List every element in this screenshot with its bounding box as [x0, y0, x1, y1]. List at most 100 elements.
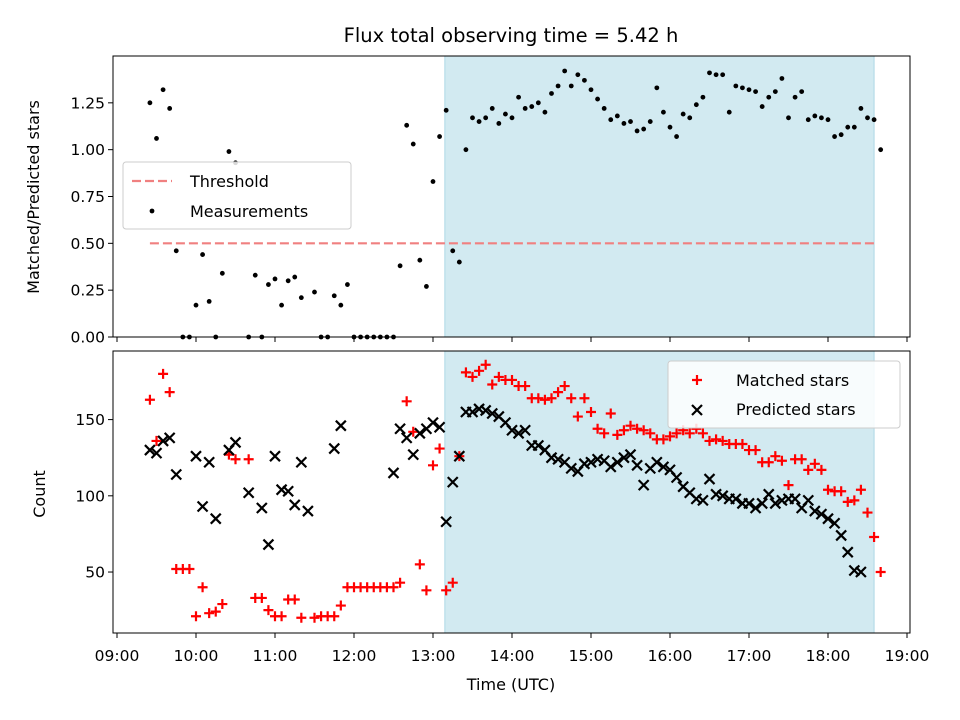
x-tick-label: 19:00: [885, 647, 930, 665]
data-point: [507, 374, 517, 385]
data-point: [470, 115, 475, 121]
data-point: [196, 500, 209, 513]
data-point: [288, 499, 301, 511]
data-point: [819, 115, 824, 121]
data-point: [575, 72, 581, 78]
legend-threshold-label: Threshold: [189, 172, 269, 191]
y-tick-label: 1.00: [70, 141, 105, 159]
data-point: [645, 428, 656, 439]
data-point: [674, 134, 679, 139]
data-point: [796, 454, 807, 465]
data-point: [779, 76, 785, 81]
data-point: [654, 85, 660, 91]
data-point: [546, 393, 557, 404]
data-point: [331, 293, 337, 299]
data-point: [604, 461, 617, 473]
data-point: [612, 429, 623, 440]
data-point: [428, 460, 438, 471]
data-point: [632, 423, 643, 434]
legend: Matched stars Predicted stars: [667, 360, 901, 429]
data-point: [243, 454, 254, 465]
data-point: [687, 115, 693, 121]
data-point: [487, 379, 498, 390]
data-point: [605, 408, 616, 419]
data-point: [269, 450, 281, 462]
data-point: [851, 124, 857, 130]
data-point: [410, 141, 416, 147]
data-point: [210, 606, 221, 617]
data-point: [144, 444, 156, 456]
x-tick-label: 14:00: [490, 647, 535, 665]
data-point: [463, 147, 469, 153]
data-point: [562, 68, 568, 74]
data-point: [400, 432, 413, 444]
data-point: [802, 494, 815, 507]
data-point: [217, 599, 228, 610]
data-point: [263, 605, 274, 616]
data-point: [693, 102, 699, 108]
data-point: [555, 83, 561, 89]
data-point: [450, 248, 456, 254]
data-point: [845, 124, 851, 130]
data-point: [704, 435, 715, 446]
data-point: [203, 456, 215, 469]
data-point: [621, 121, 627, 126]
data-point: [144, 394, 155, 405]
data-point: [661, 109, 666, 115]
data-point: [553, 387, 564, 398]
data-point: [266, 282, 271, 287]
data-point: [256, 592, 267, 603]
data-point: [855, 484, 866, 495]
data-point: [740, 85, 745, 91]
data-point: [309, 612, 320, 623]
data-point: [147, 100, 153, 106]
data-point: [160, 87, 166, 93]
data-point: [424, 284, 429, 289]
x-tick-label: 13:00: [411, 647, 456, 665]
data-point: [611, 456, 624, 469]
data-point: [516, 94, 521, 100]
x-tick-label: 18:00: [806, 647, 851, 665]
data-point: [858, 106, 864, 111]
data-point: [520, 381, 531, 392]
data-point: [256, 502, 268, 514]
data-point: [832, 134, 837, 139]
x-tick-label: 15:00: [569, 647, 614, 665]
data-point: [803, 464, 814, 475]
data-point: [628, 119, 633, 124]
data-point: [421, 585, 432, 596]
data-point: [750, 445, 761, 456]
data-point: [588, 87, 594, 93]
x-tick-label: 09:00: [95, 647, 140, 665]
data-point: [772, 89, 778, 94]
data-point: [474, 365, 485, 376]
data-point: [430, 179, 436, 184]
data-point: [566, 393, 577, 404]
data-point: [479, 404, 492, 417]
data-point: [667, 124, 673, 130]
data-point: [809, 458, 820, 469]
figure-title: Flux total observing time = 5.42 h: [344, 24, 679, 47]
y-tick-label: 0.75: [70, 188, 105, 206]
data-point: [408, 426, 419, 437]
data-point: [335, 600, 346, 611]
data-point: [532, 439, 545, 452]
data-point: [427, 416, 439, 429]
data-point: [164, 387, 175, 398]
data-point: [549, 91, 554, 96]
data-point: [338, 302, 344, 308]
data-point: [302, 505, 314, 517]
data-point: [252, 272, 258, 278]
data-point: [276, 611, 287, 622]
x-tick-label: 10:00: [174, 647, 219, 665]
data-point: [150, 447, 163, 459]
data-point: [618, 425, 629, 436]
legend-matched-label: Matched stars: [736, 371, 849, 390]
data-point: [601, 106, 607, 111]
data-point: [209, 512, 222, 525]
bottom-y-axis-label: Count: [30, 470, 49, 518]
data-point: [638, 425, 649, 436]
data-point: [776, 455, 787, 466]
data-point: [862, 507, 873, 518]
data-point: [272, 276, 278, 282]
